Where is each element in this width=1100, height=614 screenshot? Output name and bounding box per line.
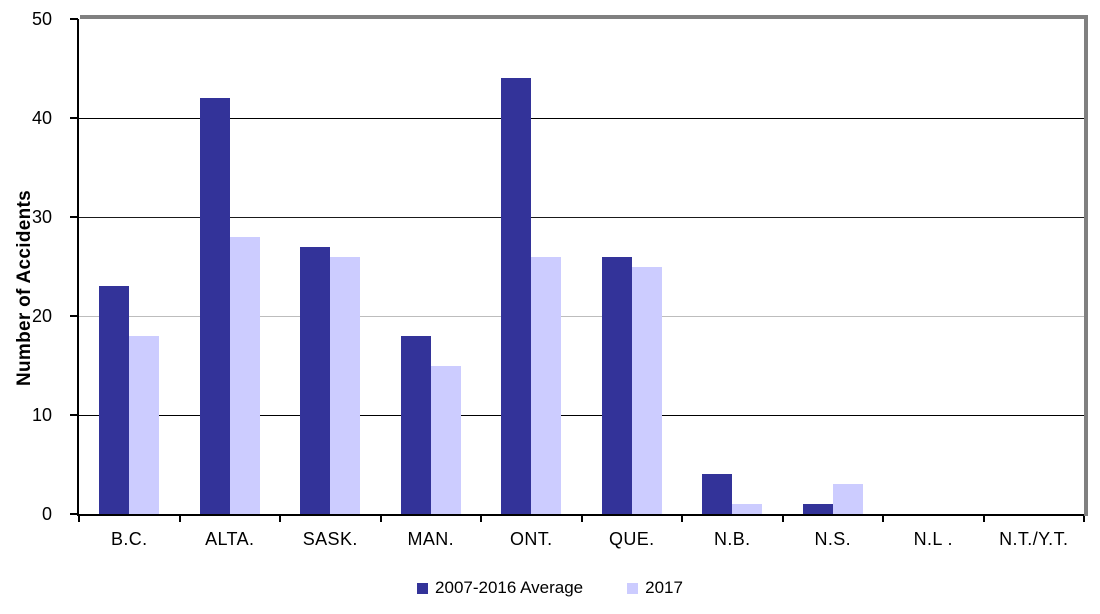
y-tick-mark <box>70 414 78 416</box>
bar-2017-n-s <box>832 484 863 514</box>
legend-item-2017: 2017 <box>627 578 683 598</box>
x-tick-label-alta: ALTA. <box>205 529 255 549</box>
y-tick-mark <box>70 513 78 515</box>
bar-2007-2016-average-n-s <box>802 504 833 514</box>
y-tick-mark <box>70 216 78 218</box>
x-tick-label-n-t-y-t: N.T./Y.T. <box>999 529 1069 549</box>
bar-2017-man <box>430 365 461 514</box>
bar-2017-b-c <box>129 335 160 514</box>
legend: 2007-2016 Average 2017 <box>0 578 1100 598</box>
bar-2007-2016-average-alta <box>199 98 230 514</box>
y-tick-label-30: 30 <box>31 207 52 227</box>
y-tick-label-50: 50 <box>31 9 52 29</box>
x-tick-label-que: QUE. <box>608 529 655 549</box>
legend-item-2007-2016-average: 2007-2016 Average <box>417 578 583 598</box>
legend-label-2017: 2017 <box>645 578 683 597</box>
bar-2007-2016-average-que <box>601 256 632 514</box>
y-axis-line <box>77 19 79 516</box>
plot-shadow-right <box>1084 15 1088 516</box>
gridline-10 <box>79 415 1084 416</box>
x-tick-label-n-s: N.S. <box>814 529 852 549</box>
y-tick-label-10: 10 <box>31 405 52 425</box>
y-tick-label-20: 20 <box>31 306 52 326</box>
x-tick-mark <box>480 516 482 522</box>
bar-2017-ont <box>531 256 562 514</box>
x-tick-label-ont: ONT. <box>509 529 553 549</box>
gridline-30 <box>79 217 1084 218</box>
x-axis-line <box>77 514 1084 516</box>
x-tick-mark <box>781 516 784 522</box>
bar-2007-2016-average-sask <box>300 246 331 514</box>
y-tick-mark <box>70 18 78 20</box>
plot-shadow-top <box>80 15 1088 19</box>
legend-label-2007-2016-average: 2007-2016 Average <box>435 578 584 597</box>
bar-2007-2016-average-man <box>400 335 431 514</box>
legend-swatch-2007-2016-average <box>417 582 429 594</box>
y-tick-label-0: 0 <box>41 504 52 524</box>
y-tick-mark <box>70 117 78 119</box>
x-tick-mark <box>882 516 884 522</box>
x-tick-label-sask: SASK. <box>302 529 358 549</box>
legend-swatch-2017 <box>627 582 639 594</box>
bar-2007-2016-average-ont <box>501 78 532 514</box>
x-tick-mark <box>681 516 683 522</box>
x-tick-mark <box>982 516 985 522</box>
bar-2017-n-b <box>732 504 763 514</box>
x-tick-mark <box>78 516 80 522</box>
bar-2007-2016-average-b-c <box>99 286 130 514</box>
gridline-40 <box>79 118 1084 119</box>
y-tick-label-40: 40 <box>31 108 52 128</box>
x-tick-mark <box>279 516 281 522</box>
x-tick-label-man: MAN. <box>407 529 455 549</box>
plot-area <box>79 19 1084 514</box>
x-tick-mark <box>580 516 583 522</box>
x-tick-mark <box>1083 516 1085 522</box>
bar-2007-2016-average-n-b <box>702 474 733 514</box>
gridline-20 <box>79 316 1084 317</box>
x-tick-label-n-b: N.B. <box>713 529 751 549</box>
bar-2017-alta <box>229 236 260 514</box>
bar-2017-sask <box>330 256 361 514</box>
x-tick-mark <box>379 516 382 522</box>
x-tick-label-b-c: B.C. <box>110 529 148 549</box>
y-tick-mark <box>70 315 78 317</box>
x-tick-label-n-l: N.L . <box>913 529 953 549</box>
bar-2017-que <box>631 266 662 514</box>
x-tick-mark <box>178 516 181 522</box>
